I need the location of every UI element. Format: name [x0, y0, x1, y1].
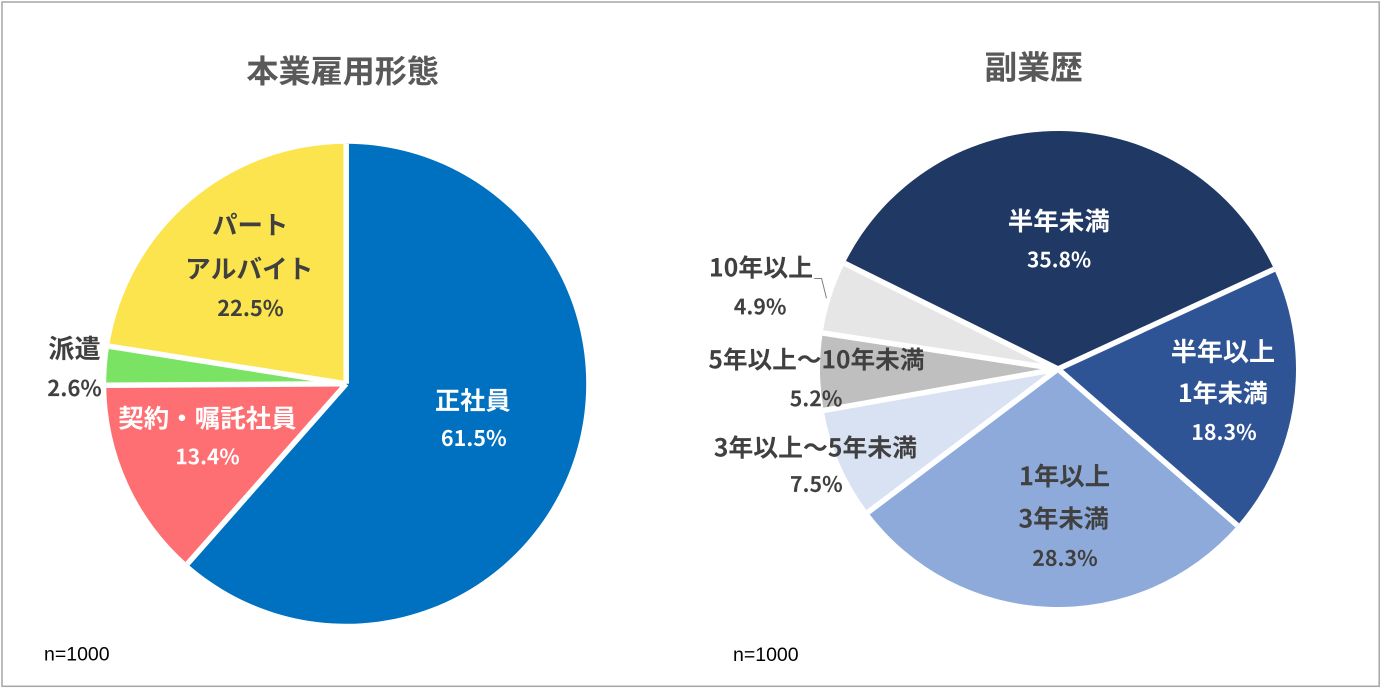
svg-text:n=1000: n=1000: [733, 644, 799, 666]
svg-text:n=1000: n=1000: [44, 644, 110, 666]
